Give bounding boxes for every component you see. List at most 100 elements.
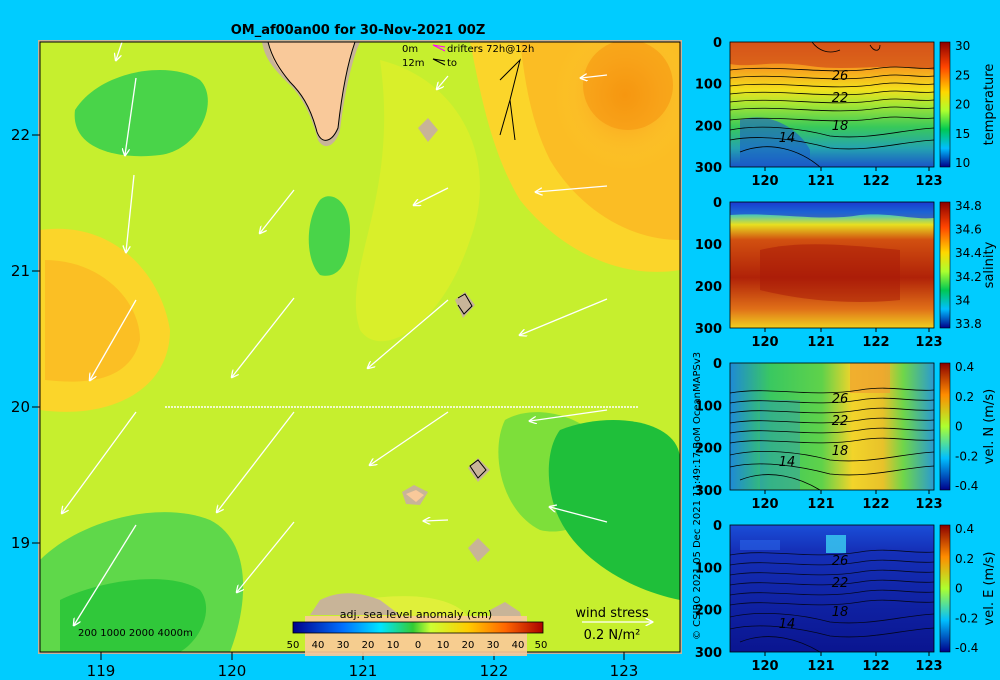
vele-contour-label: 14 <box>779 617 796 632</box>
section-ytick: 200 <box>695 119 722 134</box>
section-ylabel: vel. N (m/s) <box>982 389 997 464</box>
chart-title: OM_af00an00 for 30-Nov-2021 00Z <box>231 23 486 38</box>
section-ytick: 300 <box>695 646 722 661</box>
map-xtick: 120 <box>218 662 247 680</box>
section-xtick: 120 <box>751 174 778 189</box>
colorbar-tick: 30 <box>487 640 500 651</box>
colorbar-tick-label: 0.4 <box>955 360 974 374</box>
section-xtick: 121 <box>807 659 834 674</box>
section-ytick: 0 <box>713 36 722 51</box>
temp-contour-label: 18 <box>832 119 849 134</box>
veln-contour-label: 14 <box>779 455 796 470</box>
colorbar-tick: 20 <box>462 640 475 651</box>
vele-contour-label: 26 <box>832 554 849 569</box>
section-xtick: 123 <box>915 335 942 350</box>
colorbar-label: adj. sea level anomaly (cm) <box>340 608 492 621</box>
section-ytick: 300 <box>695 161 722 176</box>
section-xtick: 122 <box>862 335 889 350</box>
section-ylabel: vel. E (m/s) <box>982 552 997 626</box>
legend-12m: 12m <box>402 58 424 69</box>
wind-stress-scale: 0.2 N/m² <box>584 628 641 643</box>
sea-level-colorbar: adj. sea level anomaly (cm) 50 40 30 20 … <box>287 608 548 656</box>
colorbar-tick-label: 34.6 <box>955 223 982 237</box>
section-xtick: 120 <box>751 335 778 350</box>
section-xtick: 121 <box>807 497 834 512</box>
colorbar-tick: 40 <box>312 640 325 651</box>
vel-e-panel: 26 22 18 14 <box>729 524 951 653</box>
colorbar-tick-label: 34.2 <box>955 270 982 284</box>
colorbar-tick-label: 0 <box>955 420 963 434</box>
section-ylabel: temperature <box>982 64 997 146</box>
colorbar-tick-label: 0.2 <box>955 390 974 404</box>
map-xtick: 122 <box>480 662 509 680</box>
wind-stress-arrows <box>62 42 652 625</box>
section-ytick: 0 <box>713 357 722 372</box>
section-ytick: 100 <box>695 561 722 576</box>
colorbar-tick-label: 10 <box>955 156 970 170</box>
map-ytick: 22 <box>11 126 30 144</box>
colorbar-tick: 10 <box>387 640 400 651</box>
colorbar-tick-label: 34.4 <box>955 246 982 260</box>
colorbar-tick-label: -0.2 <box>955 449 978 463</box>
colorbar-tick: 20 <box>362 640 375 651</box>
colorbar-tick-label: 0 <box>955 582 963 596</box>
section-ytick: 100 <box>695 238 722 253</box>
credit-text: © CSIRO 2021 05 Dec 2021 11:49:17 BoM Oc… <box>692 352 703 640</box>
temp-contour-label: 22 <box>832 91 849 106</box>
section-ytick: 100 <box>695 78 722 93</box>
section-xtick: 123 <box>915 174 942 189</box>
map-y-tick-labels: 22 21 20 19 <box>11 126 30 552</box>
section-xtick: 121 <box>807 174 834 189</box>
section-xtick: 122 <box>862 497 889 512</box>
section-xtick: 122 <box>862 174 889 189</box>
colorbar-tick-label: 15 <box>955 127 970 141</box>
legend-drifters: drifters 72h@12h <box>447 44 534 55</box>
section-ytick: 0 <box>713 196 722 211</box>
section-xtick: 122 <box>862 659 889 674</box>
drifter-legend: 0m drifters 72h@12h 12m to <box>402 44 534 69</box>
legend-to: to <box>447 58 457 69</box>
map-x-tick-labels: 119 120 121 122 123 <box>87 662 639 680</box>
colorbar-tick-label: 30 <box>955 39 970 53</box>
vel-n-panel: 26 22 18 14 <box>729 362 951 491</box>
colorbar-tick: 50 <box>287 640 300 651</box>
section-ytick: 300 <box>695 484 722 499</box>
temp-contour-label: 26 <box>832 69 849 84</box>
vele-contour-label: 18 <box>832 605 849 620</box>
colorbar-tick-label: 33.8 <box>955 317 982 331</box>
section-ytick: 200 <box>695 442 722 457</box>
colorbar-tick-label: 25 <box>955 68 970 82</box>
map-ticks <box>32 134 625 660</box>
map-xtick: 123 <box>610 662 639 680</box>
colorbar-tick: 50 <box>535 640 548 651</box>
colorbar-tick-label: 0.2 <box>955 552 974 566</box>
section-xtick: 120 <box>751 659 778 674</box>
temperature-panel: 26 22 18 14 <box>729 41 951 168</box>
colorbar-tick-label: -0.4 <box>955 641 978 655</box>
colorbar-tick-label: -0.2 <box>955 611 978 625</box>
colorbar-tick-label: 20 <box>955 98 970 112</box>
colorbar-tick: 10 <box>437 640 450 651</box>
colorbar-tick: 30 <box>337 640 350 651</box>
map-ytick: 20 <box>11 398 30 416</box>
section-ytick: 200 <box>695 280 722 295</box>
salinity-panel <box>729 201 951 329</box>
section-xtick: 123 <box>915 497 942 512</box>
veln-contour-label: 18 <box>832 444 849 459</box>
section-ytick: 300 <box>695 322 722 337</box>
map-ytick: 21 <box>11 262 30 280</box>
section-ytick: 0 <box>713 519 722 534</box>
section-ytick: 100 <box>695 399 722 414</box>
legend-0m: 0m <box>402 44 418 55</box>
colorbar-tick-label: 0.4 <box>955 522 974 536</box>
wind-stress-label: wind stress <box>575 606 649 621</box>
colorbar-tick: 40 <box>512 640 525 651</box>
veln-contour-label: 22 <box>832 414 849 429</box>
map-xtick: 121 <box>349 662 378 680</box>
map-xtick: 119 <box>87 662 116 680</box>
depth-legend: 200 1000 2000 4000m <box>78 628 193 639</box>
vele-contour-label: 22 <box>832 576 849 591</box>
sea-level-map <box>40 42 680 652</box>
veln-contour-label: 26 <box>832 392 849 407</box>
